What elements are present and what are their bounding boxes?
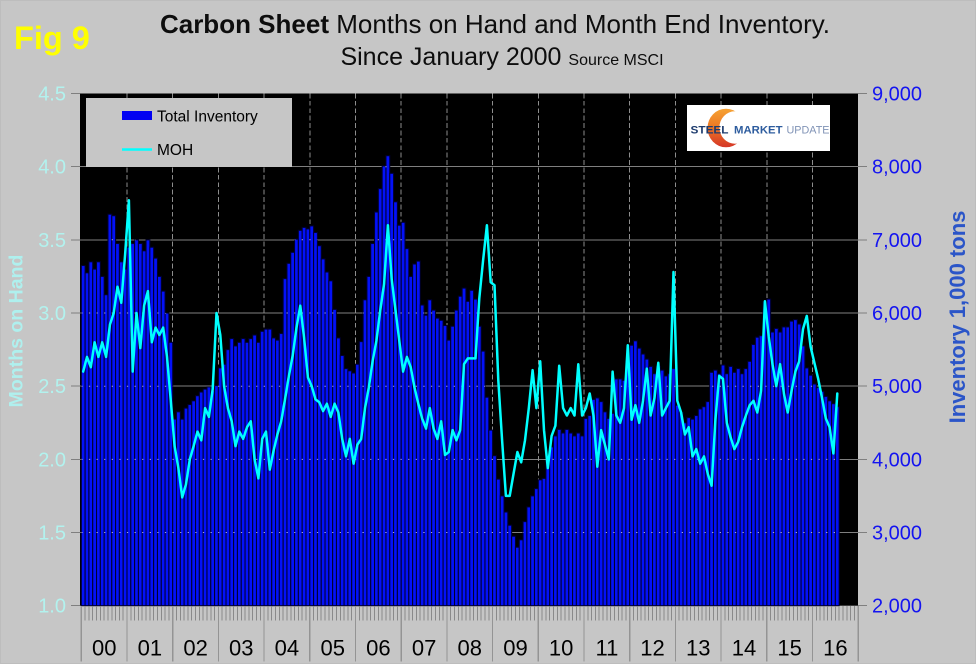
svg-text:1.5: 1.5 [38, 523, 66, 545]
svg-text:4.0: 4.0 [38, 157, 66, 179]
svg-text:08: 08 [458, 636, 482, 661]
svg-text:13: 13 [686, 636, 710, 661]
svg-text:Fig 9: Fig 9 [14, 20, 90, 56]
svg-text:02: 02 [183, 636, 207, 661]
svg-text:UPDATE: UPDATE [787, 125, 830, 137]
svg-text:14: 14 [732, 636, 756, 661]
svg-text:1.0: 1.0 [38, 596, 66, 618]
svg-text:MOH: MOH [157, 142, 193, 159]
svg-text:2.5: 2.5 [38, 376, 66, 398]
svg-text:07: 07 [412, 636, 436, 661]
svg-text:Inventory 1,000 tons: Inventory 1,000 tons [945, 211, 970, 424]
svg-text:8,000: 8,000 [872, 157, 922, 179]
svg-text:Carbon Sheet Months on Hand an: Carbon Sheet Months on Hand and Month En… [160, 9, 830, 39]
svg-text:5,000: 5,000 [872, 376, 922, 398]
svg-text:4,000: 4,000 [872, 449, 922, 471]
svg-text:3.0: 3.0 [38, 303, 66, 325]
svg-text:11: 11 [595, 636, 618, 661]
svg-text:09: 09 [503, 636, 527, 661]
svg-text:Months on Hand: Months on Hand [6, 255, 28, 408]
svg-text:15: 15 [777, 636, 801, 661]
svg-text:03: 03 [229, 636, 253, 661]
svg-text:12: 12 [640, 636, 664, 661]
svg-text:9,000: 9,000 [872, 84, 922, 106]
svg-text:00: 00 [92, 636, 116, 661]
svg-text:3.5: 3.5 [38, 230, 66, 252]
svg-text:3,000: 3,000 [872, 523, 922, 545]
svg-text:16: 16 [823, 636, 847, 661]
svg-text:7,000: 7,000 [872, 230, 922, 252]
svg-text:06: 06 [366, 636, 390, 661]
svg-text:STEEL: STEEL [691, 125, 729, 137]
svg-text:10: 10 [549, 636, 573, 661]
svg-text:4.5: 4.5 [38, 84, 66, 106]
svg-text:2,000: 2,000 [872, 596, 922, 618]
svg-text:04: 04 [275, 636, 299, 661]
svg-text:MARKET: MARKET [734, 125, 783, 137]
svg-text:Total Inventory: Total Inventory [157, 109, 258, 126]
svg-text:01: 01 [138, 636, 162, 661]
svg-text:6,000: 6,000 [872, 303, 922, 325]
svg-text:05: 05 [320, 636, 344, 661]
svg-text:2.0: 2.0 [38, 449, 66, 471]
